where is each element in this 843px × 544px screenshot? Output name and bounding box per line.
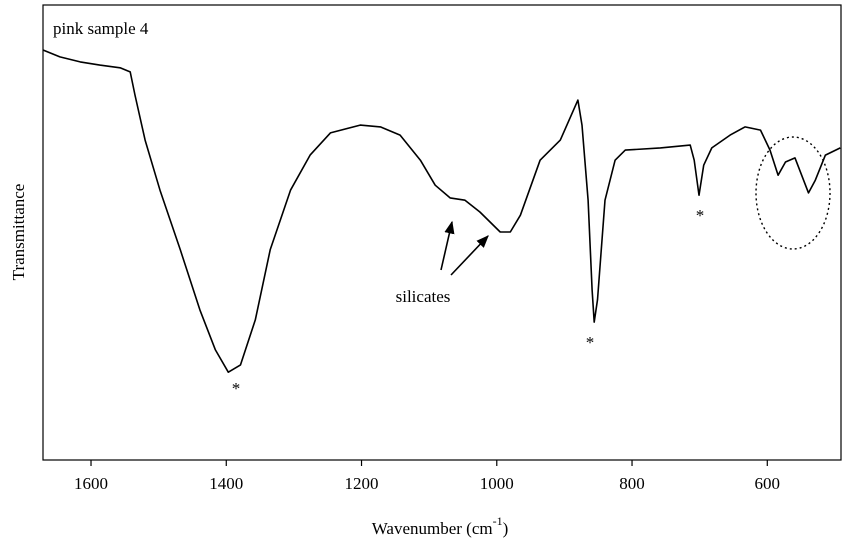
x-axis-label-text: Wavenumber (cm — [372, 519, 493, 538]
x-tick-label: 1000 — [480, 474, 514, 493]
x-axis-label-sup: -1 — [493, 514, 503, 528]
arrow — [450, 235, 489, 276]
plot-frame — [42, 4, 842, 461]
x-tick-label: 1400 — [209, 474, 243, 493]
x-tick-label: 800 — [619, 474, 645, 493]
y-axis-label: Transmittance — [9, 184, 28, 281]
annotation: * — [586, 333, 595, 352]
x-tick-label: 1200 — [345, 474, 379, 493]
spectrum-line — [42, 49, 841, 373]
highlight-ellipse — [755, 136, 831, 250]
arrow — [440, 220, 455, 271]
x-tick-label: 1600 — [74, 474, 108, 493]
x-tick-label: 600 — [755, 474, 781, 493]
annotation: * — [696, 206, 705, 225]
x-axis-label-suffix: ) — [503, 519, 509, 538]
annotation: silicates — [396, 287, 451, 306]
sample-label: pink sample 4 — [53, 19, 149, 38]
x-axis-label: Wavenumber (cm-1) — [372, 514, 509, 538]
annotation: * — [232, 379, 241, 398]
